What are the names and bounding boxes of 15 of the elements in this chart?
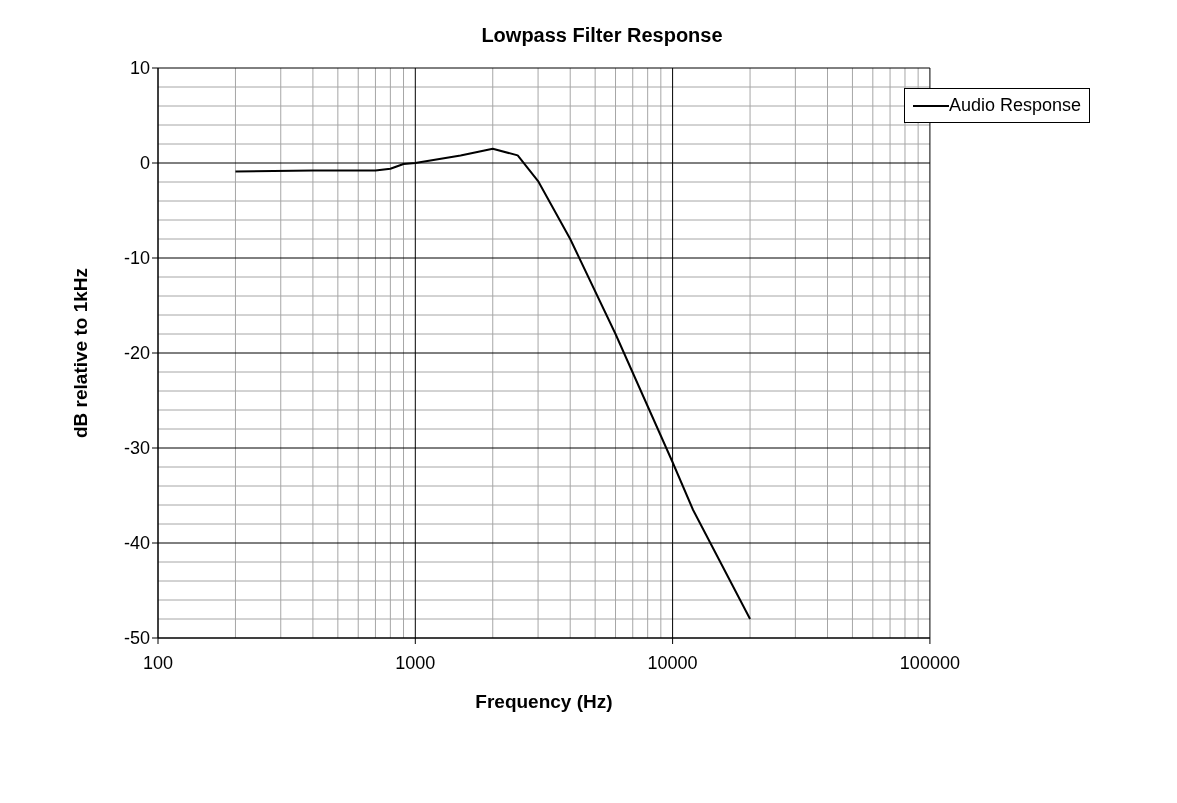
y-tick-label: 10 — [129, 58, 150, 79]
y-tick-label: -20 — [123, 343, 150, 364]
y-tick-label: -40 — [123, 533, 150, 554]
x-tick-label: 100000 — [899, 652, 960, 673]
y-tick-label: 0 — [139, 153, 150, 174]
x-axis-title: Frequency (Hz) — [475, 691, 613, 712]
chart-title: Lowpass Filter Response — [480, 24, 724, 47]
y-tick-label: -50 — [123, 628, 150, 649]
x-tick-label: 100 — [142, 652, 174, 673]
y-tick-label: -30 — [123, 438, 150, 459]
legend-label: Audio Response — [948, 95, 1081, 116]
y-axis-title: dB relative to 1kHz — [69, 268, 91, 438]
x-tick-label: 1000 — [395, 652, 436, 673]
x-tick-label: 10000 — [647, 652, 698, 673]
y-tick-label: -10 — [123, 248, 150, 269]
